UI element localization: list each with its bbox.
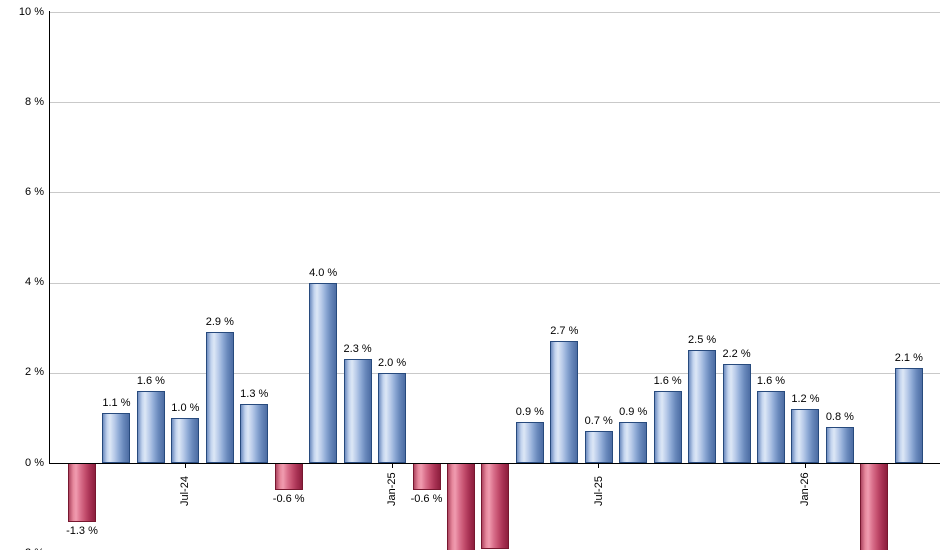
bar [757,390,785,463]
bar-value-label: 2.7 % [550,325,579,338]
bar [791,408,820,463]
bar-value-label: 2.5 % [688,334,717,347]
gridline [50,102,940,104]
bar [550,341,579,463]
plot-area: -1.3 % 1.1 % 1.6 % 1.0 % 2.9 % 1.3 % -0.6 % 4.0… [50,12,940,550]
bar [343,359,372,463]
bar [240,404,269,463]
bar [894,368,923,463]
bar [446,463,475,550]
bar-value-label: 2.1 % [894,352,923,365]
gridline [50,192,940,194]
bar [481,463,510,549]
bar [653,390,682,463]
gridline [50,12,940,13]
y-axis-tick-label: 0 % [25,456,44,469]
bar-value-label: -0.6 % [410,493,443,506]
y-axis-tick-label: 8 % [25,95,44,108]
bar-value-label: 0.9 % [515,406,544,419]
bar [825,426,854,463]
bar-value-label: 4.0 % [309,266,338,279]
bar [619,422,648,463]
bar-value-label: 1.6 % [136,374,165,387]
x-axis-tick-label: Jul-24 [179,476,192,506]
y-axis-line [49,11,50,464]
bar [309,282,338,463]
bar-value-label: 1.3 % [240,388,269,401]
bar [515,422,544,463]
x-axis-tick-label: Jan-26 [799,472,812,506]
bar-value-label: -0.6 % [272,493,305,506]
bar [722,363,751,463]
x-axis-tick [598,463,600,468]
y-axis-tick-label: 2 % [25,366,44,379]
bar [68,463,96,522]
y-axis-tick-label: -2 % [0,547,44,550]
bar [584,431,613,463]
bar [171,417,200,463]
bar [205,332,234,463]
bar-value-label: 1.0 % [171,401,200,414]
bar [688,350,717,463]
bar [102,413,131,463]
bar-value-label: 0.7 % [584,415,613,428]
bar [860,463,889,550]
bar-value-label: 1.6 % [653,374,682,387]
bar [412,463,441,491]
bar-value-label: 2.3 % [343,343,372,356]
bar [274,463,303,491]
bar-value-label: 0.9 % [619,406,648,419]
y-axis-tick-label: 4 % [25,276,44,289]
x-axis-tick-label: Jan-25 [386,472,399,506]
x-axis-tick [391,463,393,468]
y-axis-tick-label: 10 % [18,5,44,18]
bar-value-label: 1.6 % [756,374,786,387]
bar-value-label: 0.8 % [825,410,854,423]
gridline [50,372,940,374]
bar [378,372,407,463]
bar-value-label: 2.9 % [205,316,234,329]
y-axis-tick-label: 6 % [25,185,44,198]
x-axis-tick-label: Jul-25 [592,476,605,506]
bar-value-label: 2.2 % [722,347,751,360]
x-axis-tick [804,463,806,468]
bar-value-label: -1.3 % [66,524,98,537]
bar [136,390,165,463]
bar-value-label: 1.2 % [791,392,820,405]
x-axis-line [49,463,940,464]
x-axis-tick [184,463,186,468]
bar-value-label: 2.0 % [377,356,407,369]
bar-value-label: 1.1 % [102,397,131,410]
gridline [50,282,940,284]
